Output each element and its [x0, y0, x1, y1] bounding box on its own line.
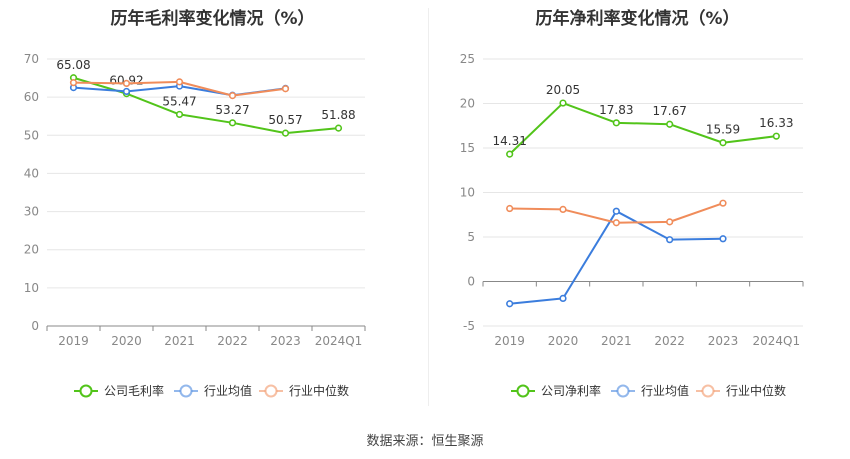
gross-margin-chart: 0 10 20 30 40 50 60 70 2019 2020 2021 2022 2023 2024Q… [24, 52, 366, 398]
x-tick-label: 2024Q1 [753, 334, 801, 348]
legend-label: 行业中位数 [726, 383, 786, 398]
data-point[interactable] [666, 218, 674, 226]
data-point[interactable] [175, 110, 184, 119]
data-point[interactable] [612, 119, 620, 127]
x-tick-label: 2019 [58, 334, 89, 348]
data-point[interactable] [281, 129, 290, 137]
legend-swatch-marker [616, 384, 630, 398]
y-tick-label: 20 [460, 97, 475, 111]
legend-item[interactable]: 行业中位数 [259, 383, 349, 398]
data-label: 14.31 [492, 134, 526, 148]
chart-title: 历年净利率变化情况（%） [535, 9, 740, 29]
net-margin-chart: -5 0 5 10 15 20 25 2019 2020 2021 2022 2023 2024Q1 14… [460, 52, 804, 398]
x-tick-label: 2023 [708, 334, 739, 348]
data-point[interactable] [69, 79, 78, 87]
data-point[interactable] [719, 199, 727, 207]
data-point[interactable] [719, 235, 727, 243]
data-point[interactable] [719, 139, 727, 147]
net-margin-chart-panel: 历年净利率变化情况（%） -5 0 5 10 15 20 25 2019 2020 2021 202… [425, 0, 850, 410]
x-tick-label: 2021 [164, 334, 195, 348]
y-tick-label: 5 [467, 230, 475, 244]
data-point[interactable] [506, 204, 514, 213]
x-tick-label: 2020 [111, 334, 142, 348]
y-tick-label: 10 [24, 281, 39, 295]
y-tick-label: 0 [31, 319, 39, 333]
data-point[interactable] [506, 300, 514, 308]
chart-title: 历年毛利率变化情况（%） [110, 9, 315, 29]
data-label: 65.08 [56, 58, 90, 72]
x-tick-label: 2021 [601, 334, 632, 348]
data-source-note: 数据来源：恒生聚源 [366, 434, 484, 449]
legend-swatch-marker [264, 384, 278, 398]
legend-item[interactable]: 公司净利率 [511, 383, 601, 398]
x-tick-label: 2023 [270, 334, 301, 348]
data-label: 15.59 [706, 123, 740, 137]
legend-label: 行业均值 [204, 383, 252, 398]
data-label: 53.27 [215, 103, 249, 117]
data-point[interactable] [666, 120, 674, 128]
y-tick-label: 10 [460, 186, 475, 200]
y-tick-label: 0 [467, 275, 475, 289]
data-label: 16.33 [759, 116, 793, 130]
y-tick-label: 15 [460, 141, 475, 155]
y-tick-label: 50 [24, 128, 39, 142]
legend-label: 公司毛利率 [104, 383, 164, 398]
x-tick-label: 2019 [494, 334, 525, 348]
data-point[interactable] [666, 236, 674, 244]
data-label: 17.83 [599, 103, 633, 117]
panel-divider [428, 8, 429, 406]
data-label: 20.05 [546, 83, 580, 97]
legend-label: 行业中位数 [289, 383, 349, 398]
data-point[interactable] [122, 87, 131, 96]
data-point[interactable] [559, 205, 567, 214]
data-point[interactable] [559, 99, 567, 107]
legend-item[interactable]: 公司毛利率 [74, 383, 164, 398]
y-tick-label: 20 [24, 243, 39, 257]
x-tick-label: 2022 [217, 334, 248, 348]
data-label: 51.88 [321, 108, 355, 122]
legend-swatch-marker [701, 384, 715, 398]
data-label: 50.57 [268, 113, 302, 127]
y-tick-label: 40 [24, 166, 39, 180]
data-point[interactable] [772, 132, 780, 140]
data-point[interactable] [175, 78, 184, 86]
data-point[interactable] [122, 79, 131, 88]
legend-item[interactable]: 行业中位数 [696, 383, 786, 398]
data-point[interactable] [334, 124, 343, 132]
legend-swatch-marker [79, 384, 93, 398]
data-label: 55.47 [162, 94, 196, 108]
legend-swatch-marker [179, 384, 193, 398]
x-tick-label: 2022 [654, 334, 685, 348]
data-point[interactable] [559, 294, 567, 303]
y-tick-label: 70 [24, 52, 39, 66]
gross-margin-chart-panel: 历年毛利率变化情况（%） 0 10 20 30 40 50 60 70 2019 2020 2021… [0, 0, 425, 410]
legend-label: 行业均值 [641, 383, 689, 398]
data-point[interactable] [228, 119, 237, 127]
legend-item[interactable]: 行业均值 [611, 383, 689, 398]
legend-label: 公司净利率 [541, 383, 601, 398]
series-line [508, 102, 777, 155]
y-tick-label: -5 [463, 319, 475, 333]
data-label: 17.67 [652, 104, 686, 118]
legend-item[interactable]: 行业均值 [174, 383, 252, 398]
y-tick-label: 30 [24, 205, 39, 219]
x-tick-label: 2020 [548, 334, 579, 348]
y-tick-label: 60 [24, 90, 39, 104]
data-point[interactable] [612, 207, 620, 215]
data-point[interactable] [228, 92, 237, 100]
data-point[interactable] [612, 219, 620, 227]
legend-swatch-marker [516, 384, 530, 398]
data-point[interactable] [281, 85, 290, 93]
x-tick-label: 2024Q1 [315, 334, 363, 348]
y-tick-label: 25 [460, 52, 475, 66]
data-point[interactable] [506, 150, 514, 158]
